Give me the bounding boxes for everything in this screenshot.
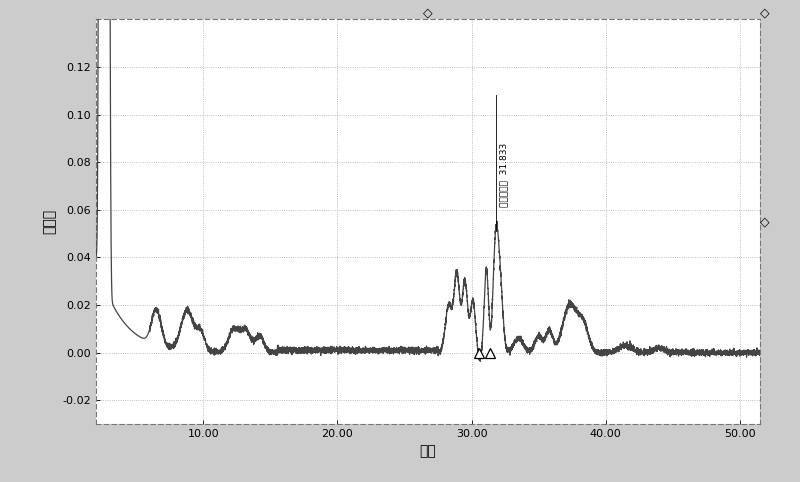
Text: 右旋鳧藤碌  31.833: 右旋鳧藤碌 31.833 (499, 143, 509, 207)
Y-axis label: 吸光度: 吸光度 (43, 209, 57, 234)
X-axis label: 分钟: 分钟 (420, 444, 436, 458)
Text: ◇: ◇ (423, 6, 433, 19)
Text: ◇: ◇ (760, 215, 770, 228)
Text: ◇: ◇ (760, 6, 770, 19)
